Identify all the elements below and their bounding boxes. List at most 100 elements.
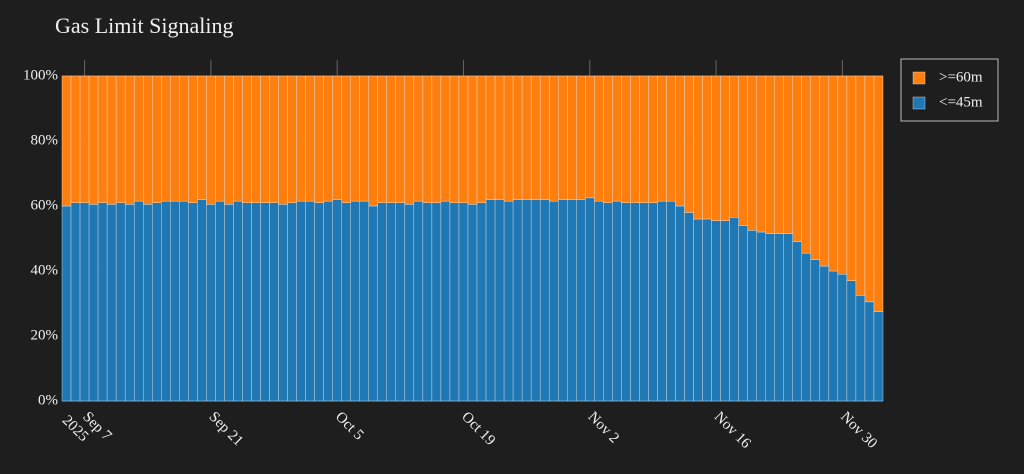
bar	[260, 75, 270, 203]
bar	[188, 75, 198, 203]
bar	[837, 274, 848, 402]
bar	[142, 204, 153, 402]
bar	[792, 75, 803, 242]
bar	[224, 75, 234, 205]
x-tick: Sep 21	[206, 409, 246, 449]
bar	[801, 75, 812, 254]
bar	[819, 265, 830, 402]
bar	[837, 75, 848, 275]
bar	[170, 75, 180, 202]
chart-title: Gas Limit Signaling	[55, 13, 233, 38]
bar	[810, 75, 821, 260]
bar	[693, 218, 703, 402]
bar	[341, 202, 351, 402]
bar	[359, 200, 369, 402]
bar	[693, 75, 703, 220]
bar	[179, 200, 189, 402]
bar	[377, 75, 387, 203]
bar	[873, 311, 884, 402]
bar	[612, 200, 622, 402]
bar	[224, 204, 234, 402]
bar	[296, 75, 306, 202]
bar	[684, 212, 694, 402]
bar	[170, 200, 180, 402]
bar	[413, 75, 424, 202]
bar	[485, 75, 496, 200]
bar	[603, 202, 613, 402]
legend-box	[900, 58, 999, 122]
bar	[630, 202, 640, 402]
bar	[467, 204, 478, 402]
bar	[88, 75, 99, 205]
bar	[449, 202, 460, 402]
bar	[612, 75, 622, 202]
bar	[702, 75, 712, 220]
bar	[720, 75, 730, 221]
legend-swatch	[912, 96, 926, 110]
bar	[747, 75, 757, 231]
bar	[846, 280, 857, 402]
bar	[476, 202, 487, 402]
bar	[242, 202, 252, 402]
bar	[386, 75, 397, 203]
bar	[711, 75, 721, 221]
bar	[79, 202, 90, 402]
bar	[765, 75, 775, 234]
bar	[558, 199, 568, 402]
bar	[738, 75, 748, 226]
bar	[503, 200, 514, 402]
bar	[539, 75, 550, 200]
bar	[386, 202, 397, 402]
bar	[215, 75, 225, 202]
bar	[287, 75, 297, 203]
bar	[242, 75, 252, 203]
bar	[783, 233, 793, 402]
y-tick-label: 100%	[23, 67, 58, 83]
x-tick-label: Nov 16	[711, 409, 754, 452]
bar	[206, 75, 216, 205]
bar	[494, 75, 505, 200]
bar	[702, 218, 712, 402]
bar	[106, 75, 117, 205]
bar	[503, 75, 514, 202]
bar	[738, 225, 748, 402]
bar	[729, 75, 739, 218]
bar	[567, 75, 577, 200]
bar	[846, 75, 857, 281]
bar	[124, 75, 135, 205]
bar	[603, 75, 613, 203]
bar	[720, 220, 730, 402]
bar	[61, 205, 72, 402]
bar	[332, 199, 342, 402]
bar	[152, 202, 162, 402]
bar	[485, 199, 496, 402]
bar	[88, 204, 99, 402]
bar	[251, 202, 261, 402]
bar	[206, 204, 216, 402]
bar	[161, 200, 171, 402]
bar	[521, 75, 532, 200]
bar	[161, 75, 171, 202]
bar	[675, 205, 685, 402]
bar	[621, 202, 631, 402]
bar	[188, 202, 198, 402]
bar	[828, 75, 839, 272]
bar	[648, 75, 658, 203]
bar	[70, 202, 81, 402]
bar	[422, 202, 433, 402]
y-tick-label: 20%	[31, 327, 59, 343]
bar	[873, 75, 884, 312]
legend-label: <=45m	[939, 94, 983, 110]
bar	[801, 252, 812, 402]
bar	[350, 200, 360, 402]
x-tick-label: Oct 5	[332, 409, 367, 444]
x-tick: Oct 5	[332, 409, 367, 444]
x-tick: Nov 2	[585, 409, 623, 447]
bar	[278, 75, 288, 205]
bar	[855, 75, 866, 296]
bar	[512, 75, 523, 200]
bar	[711, 220, 721, 402]
bar	[756, 231, 766, 402]
x-tick: Oct 19	[458, 409, 498, 449]
